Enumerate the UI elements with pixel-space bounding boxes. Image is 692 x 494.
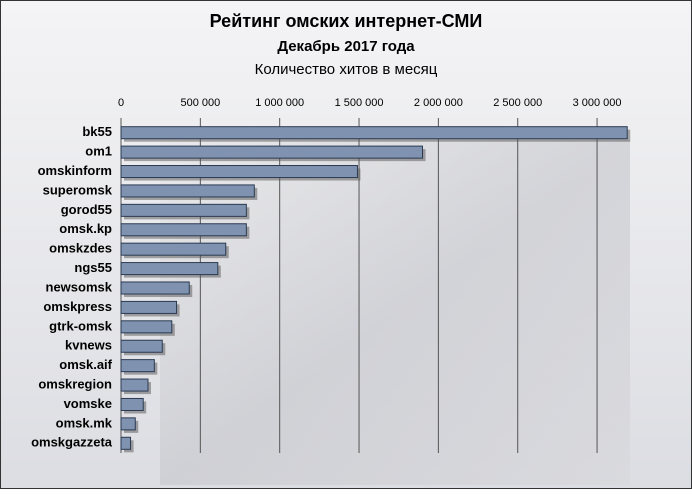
bar xyxy=(120,300,178,314)
bar xyxy=(120,145,424,159)
y-tick-label: gtrk-omsk xyxy=(49,318,113,333)
y-tick-label: ngs55 xyxy=(74,260,112,275)
bar xyxy=(120,359,155,373)
bar xyxy=(120,339,163,353)
y-tick-label: gorod55 xyxy=(61,202,112,217)
y-tick-label: bk55 xyxy=(82,124,112,139)
y-tick-label: vomske xyxy=(64,396,112,411)
bar xyxy=(120,262,219,276)
bar xyxy=(120,281,190,295)
bar xyxy=(120,242,227,256)
y-tick-label: omsk.aif xyxy=(59,357,112,372)
x-tick-label: 2 500 000 xyxy=(493,97,542,109)
bar xyxy=(120,223,247,237)
bar xyxy=(120,378,149,392)
axis-title: Количество хитов в месяц xyxy=(255,61,438,78)
x-tick-label: 500 000 xyxy=(180,97,220,109)
bar xyxy=(120,184,255,198)
y-tick-label: omsk.kp xyxy=(59,221,112,236)
x-tick-label: 3 000 000 xyxy=(573,97,622,109)
y-tick-label: omskgazzeta xyxy=(31,435,113,450)
bar xyxy=(120,436,132,450)
bar xyxy=(120,165,358,179)
y-tick-label: omskzdes xyxy=(49,241,112,256)
x-tick-label: 0 xyxy=(118,97,124,109)
y-tick-label: omskregion xyxy=(38,376,112,391)
chart-title: Рейтинг омских интернет-СМИ xyxy=(210,11,483,31)
y-tick-label: kvnews xyxy=(65,338,112,353)
chart-subtitle: Декабрь 2017 года xyxy=(277,38,415,55)
bar xyxy=(120,397,144,411)
y-tick-label: newsomsk xyxy=(46,279,113,294)
bar xyxy=(120,126,628,140)
x-tick-label: 1 000 000 xyxy=(255,97,304,109)
y-tick-label: omskinform xyxy=(38,163,112,178)
x-tick-label: 2 000 000 xyxy=(414,97,463,109)
y-tick-label: omskpress xyxy=(43,299,112,314)
y-tick-label: om1 xyxy=(85,144,112,159)
bar xyxy=(120,417,136,431)
x-tick-label: 1 500 000 xyxy=(335,97,384,109)
bar xyxy=(120,320,173,334)
y-tick-label: omsk.mk xyxy=(56,415,113,430)
bar xyxy=(120,203,247,217)
y-tick-label: superomsk xyxy=(43,182,113,197)
